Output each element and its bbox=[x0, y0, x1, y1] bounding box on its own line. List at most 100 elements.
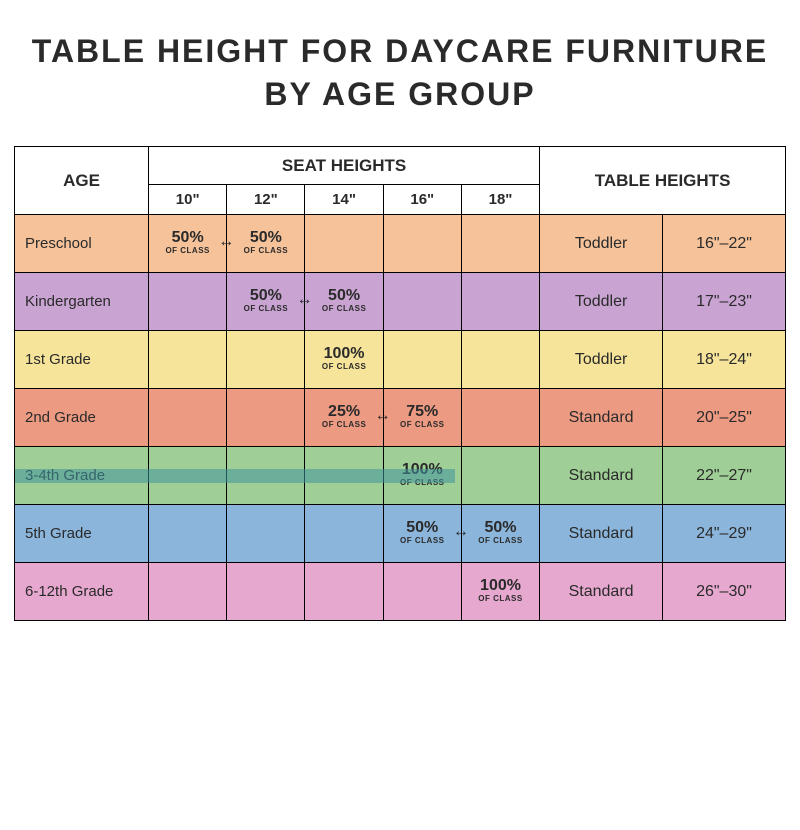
seat-percent-sub: OF CLASS bbox=[478, 537, 522, 545]
seat-percent-sub: OF CLASS bbox=[400, 421, 444, 429]
seat-percent-sub: OF CLASS bbox=[478, 595, 522, 603]
seat-cell: 75%OF CLASS bbox=[383, 389, 461, 447]
table-type-cell: Standard bbox=[540, 505, 663, 563]
table-row: 3-4th Grade100%OF CLASSStandard22"–27" bbox=[15, 447, 786, 505]
table-type-cell: Standard bbox=[540, 563, 663, 621]
seat-percentage: 50%OF CLASS bbox=[244, 230, 288, 255]
age-cell: 3-4th Grade bbox=[15, 447, 149, 505]
seat-percent-sub: OF CLASS bbox=[322, 421, 366, 429]
table-row: Preschool50%OF CLASS↔50%OF CLASSToddler1… bbox=[15, 215, 786, 273]
seat-cell bbox=[149, 505, 227, 563]
seat-cell bbox=[383, 273, 461, 331]
furniture-table-wrap: AGE SEAT HEIGHTS TABLE HEIGHTS 10" 12" 1… bbox=[14, 146, 786, 621]
seat-percent-value: 75% bbox=[400, 404, 444, 420]
seat-cell bbox=[227, 505, 305, 563]
seat-cell: 100%OF CLASS bbox=[305, 331, 383, 389]
header-table-heights: TABLE HEIGHTS bbox=[540, 147, 786, 215]
age-cell: 1st Grade bbox=[15, 331, 149, 389]
seat-percent-value: 50% bbox=[244, 230, 288, 246]
highlight-bar bbox=[15, 469, 455, 483]
seat-cell: 50%OF CLASS↔ bbox=[383, 505, 461, 563]
age-cell: 6-12th Grade bbox=[15, 563, 149, 621]
header-seat-col-2: 14" bbox=[305, 185, 383, 215]
seat-cell bbox=[383, 563, 461, 621]
table-height-cell: 24"–29" bbox=[663, 505, 786, 563]
seat-percent-sub: OF CLASS bbox=[322, 363, 366, 371]
table-row: Kindergarten50%OF CLASS↔50%OF CLASSToddl… bbox=[15, 273, 786, 331]
age-label: 5th Grade bbox=[25, 525, 92, 542]
seat-percentage: 100%OF CLASS bbox=[478, 578, 522, 603]
age-label: Kindergarten bbox=[25, 293, 111, 310]
table-row: 6-12th Grade 100%OF CLASS Standard26"–30" bbox=[15, 563, 786, 621]
table-type-cell: Toddler bbox=[540, 273, 663, 331]
seat-cell bbox=[305, 505, 383, 563]
seat-percent-sub: OF CLASS bbox=[165, 247, 209, 255]
table-height-cell: 22"–27" bbox=[663, 447, 786, 505]
header-seat-col-3: 16" bbox=[383, 185, 461, 215]
seat-cell bbox=[461, 331, 539, 389]
seat-cell bbox=[383, 215, 461, 273]
table-height-cell: 17"–23" bbox=[663, 273, 786, 331]
double-arrow-icon: ↔ bbox=[296, 291, 312, 309]
table-height-cell: 26"–30" bbox=[663, 563, 786, 621]
seat-percent-sub: OF CLASS bbox=[322, 305, 366, 313]
seat-cell bbox=[383, 331, 461, 389]
seat-cell bbox=[461, 215, 539, 273]
seat-percent-sub: OF CLASS bbox=[244, 305, 288, 313]
seat-percent-value: 100% bbox=[322, 346, 366, 362]
seat-percentage: 50%OF CLASS bbox=[244, 288, 288, 313]
table-row: 1st Grade 100%OF CLASS Toddler18"–24" bbox=[15, 331, 786, 389]
seat-percent-value: 50% bbox=[244, 288, 288, 304]
seat-percent-sub: OF CLASS bbox=[244, 247, 288, 255]
table-type-cell: Standard bbox=[540, 447, 663, 505]
seat-percentage: 50%OF CLASS bbox=[478, 520, 522, 545]
age-label: 1st Grade bbox=[25, 351, 91, 368]
seat-cell bbox=[461, 389, 539, 447]
age-label: Preschool bbox=[25, 235, 92, 252]
table-type-cell: Standard bbox=[540, 389, 663, 447]
seat-cell bbox=[227, 331, 305, 389]
title-line-2: BY AGE GROUP bbox=[0, 73, 800, 116]
seat-cell bbox=[227, 563, 305, 621]
age-cell: Preschool bbox=[15, 215, 149, 273]
seat-cell bbox=[149, 389, 227, 447]
age-label: 2nd Grade bbox=[25, 409, 96, 426]
seat-percentage: 50%OF CLASS bbox=[400, 520, 444, 545]
age-cell: 2nd Grade bbox=[15, 389, 149, 447]
seat-percent-sub: OF CLASS bbox=[400, 537, 444, 545]
seat-percent-value: 100% bbox=[478, 578, 522, 594]
seat-cell: 50%OF CLASS↔ bbox=[149, 215, 227, 273]
seat-cell bbox=[149, 331, 227, 389]
seat-cell bbox=[305, 215, 383, 273]
header-age: AGE bbox=[15, 147, 149, 215]
seat-cell: 50%OF CLASS↔ bbox=[227, 273, 305, 331]
seat-percent-value: 25% bbox=[322, 404, 366, 420]
table-body: Preschool50%OF CLASS↔50%OF CLASSToddler1… bbox=[15, 215, 786, 621]
header-seat-col-1: 12" bbox=[227, 185, 305, 215]
age-cell: Kindergarten bbox=[15, 273, 149, 331]
seat-cell bbox=[461, 447, 539, 505]
seat-percent-value: 50% bbox=[165, 230, 209, 246]
seat-cell bbox=[149, 273, 227, 331]
seat-cell: 50%OF CLASS bbox=[227, 215, 305, 273]
seat-cell bbox=[227, 389, 305, 447]
seat-percent-value: 50% bbox=[478, 520, 522, 536]
page-title: TABLE HEIGHT FOR DAYCARE FURNITURE BY AG… bbox=[0, 30, 800, 116]
table-height-cell: 16"–22" bbox=[663, 215, 786, 273]
seat-percent-value: 50% bbox=[400, 520, 444, 536]
furniture-table: AGE SEAT HEIGHTS TABLE HEIGHTS 10" 12" 1… bbox=[14, 146, 786, 621]
table-height-cell: 18"–24" bbox=[663, 331, 786, 389]
table-type-cell: Toddler bbox=[540, 331, 663, 389]
seat-percent-value: 50% bbox=[322, 288, 366, 304]
header-seat-col-4: 18" bbox=[461, 185, 539, 215]
seat-percentage: 75%OF CLASS bbox=[400, 404, 444, 429]
age-cell: 5th Grade bbox=[15, 505, 149, 563]
seat-cell: 50%OF CLASS bbox=[461, 505, 539, 563]
seat-percentage: 50%OF CLASS bbox=[322, 288, 366, 313]
seat-cell: 100%OF CLASS bbox=[461, 563, 539, 621]
table-row: 5th Grade50%OF CLASS↔50%OF CLASSStandard… bbox=[15, 505, 786, 563]
double-arrow-icon: ↔ bbox=[453, 523, 469, 541]
table-header: AGE SEAT HEIGHTS TABLE HEIGHTS 10" 12" 1… bbox=[15, 147, 786, 215]
table-height-cell: 20"–25" bbox=[663, 389, 786, 447]
seat-percentage: 50%OF CLASS bbox=[165, 230, 209, 255]
